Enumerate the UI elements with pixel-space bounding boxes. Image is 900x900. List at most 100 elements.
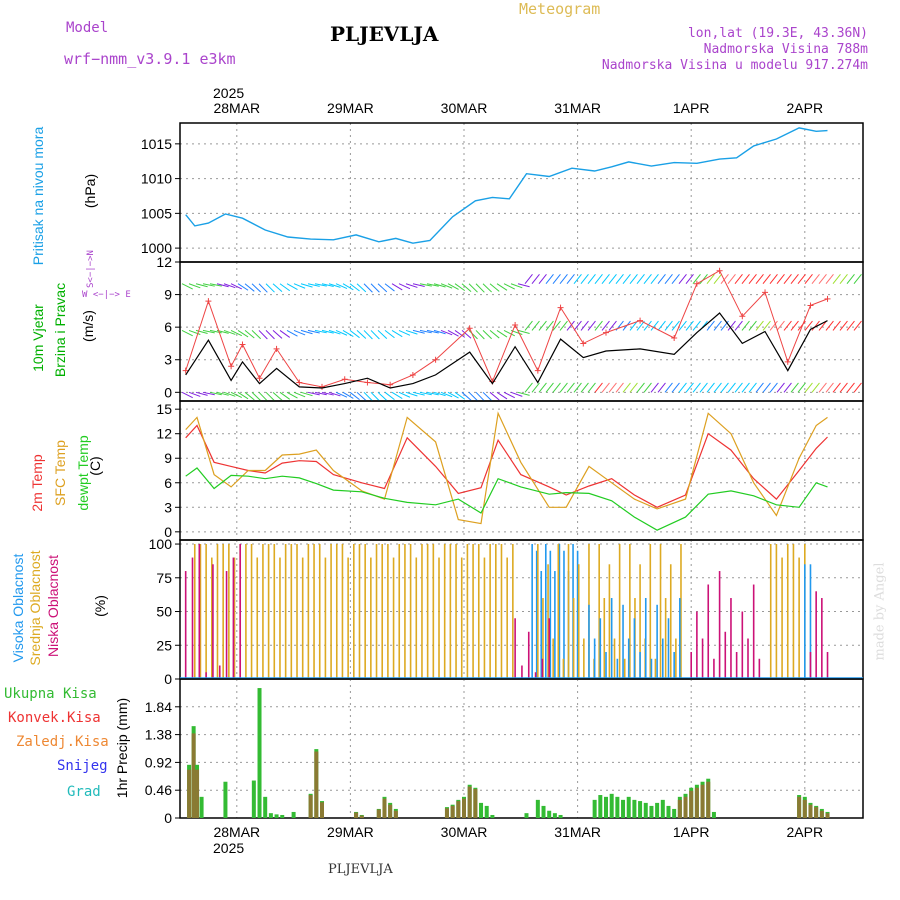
wind-vector [769, 382, 778, 393]
wind-vector [489, 283, 500, 292]
precip-conv-bar [187, 769, 192, 818]
wind-vector [489, 330, 500, 339]
wind-vector [678, 274, 687, 285]
wind-vector [734, 320, 743, 331]
wind-vector [363, 391, 373, 402]
station-title: PLJEVLJA [330, 22, 439, 46]
wind-vector [545, 274, 554, 285]
wind-vector [706, 320, 715, 331]
wind-vector [748, 382, 757, 393]
wind-vector [398, 391, 411, 398]
wind-vector [517, 283, 530, 288]
wind-vector [482, 391, 492, 402]
precip-total-bar [223, 781, 228, 818]
wind-vector [580, 320, 589, 331]
date-label-top: 31MAR [554, 100, 601, 116]
wind-vector [342, 329, 354, 337]
wind-vector [531, 274, 540, 285]
date-label-top: 1APR [672, 100, 710, 116]
precip-legend-snow: Snijeg [57, 758, 108, 774]
station-altitude: Nadmorska Visina 788m [703, 42, 868, 57]
wind-vector [615, 382, 624, 393]
wind-vector [412, 391, 425, 396]
wind-vector [692, 382, 701, 393]
wind-vector [370, 391, 380, 402]
wind-vector [510, 391, 523, 397]
wind-vector [419, 329, 432, 334]
wind-vector [839, 382, 848, 393]
wind-vector [475, 391, 485, 402]
wind-vector [594, 320, 603, 331]
wind-vector [741, 274, 750, 285]
wind-vector [636, 274, 645, 285]
wind-vector [531, 382, 540, 393]
wind-vector [629, 274, 638, 285]
wind-vector [237, 391, 249, 400]
wind-vector [559, 382, 568, 393]
wind-vector [622, 382, 631, 393]
precip-conv-bar [376, 809, 381, 818]
wind-vector [489, 391, 500, 401]
wind-vector [181, 391, 193, 399]
wind-vector [594, 382, 603, 393]
wind-vector [461, 391, 472, 401]
wind-vector [419, 391, 432, 396]
precip-total-bar [604, 796, 608, 818]
wind-vector [454, 330, 466, 338]
precip-total-bar [655, 802, 660, 818]
wind-vector [769, 274, 778, 285]
wind-vector [804, 320, 813, 331]
wind-vector [244, 391, 255, 401]
precip-legend-hail: Grad [67, 784, 101, 800]
wind-vector [853, 274, 862, 285]
wind-vector [244, 283, 255, 292]
wind-vector [230, 391, 243, 399]
wind-vector [321, 283, 334, 287]
wind-vector [188, 329, 201, 335]
wind-vector [741, 382, 750, 393]
wind-vector [587, 320, 596, 331]
precip-total-bar [609, 793, 614, 818]
wind-vector [839, 274, 848, 285]
wind-vector [601, 382, 610, 393]
wind-gust-point [256, 375, 263, 382]
wind-vector [846, 274, 855, 285]
precip-total-bar [251, 780, 256, 818]
wind-vector [811, 320, 820, 331]
wind-vector [587, 274, 596, 285]
wind-vector [783, 274, 792, 285]
wind-vector [363, 330, 373, 340]
y-tick-label: 3 [164, 499, 172, 515]
wind-vector [349, 283, 360, 292]
wind-vector [223, 391, 236, 397]
wind-vector [440, 391, 453, 398]
wind-vector [783, 382, 792, 393]
precip-legend-frozen: Zaledj.Kisa [16, 734, 109, 750]
wind-vector [797, 274, 806, 285]
y-tick-label: 0.46 [145, 782, 172, 798]
wind-gust-point [364, 379, 371, 386]
wind-vector [188, 283, 201, 289]
date-label-top: 28MAR [213, 100, 261, 116]
wind-vector [727, 320, 736, 331]
date-label-top: 29MAR [327, 100, 374, 116]
wind-vector [356, 283, 367, 293]
wind-gust-point [205, 298, 212, 305]
wind-vector [342, 283, 354, 291]
model-label: Model [66, 20, 109, 36]
precip-conv-bar [359, 815, 364, 818]
wind-vector [265, 330, 275, 340]
panel-frame [179, 678, 864, 819]
wind-vector [461, 330, 472, 339]
precip-total-bar [257, 688, 262, 818]
wind-vector [482, 283, 492, 293]
y-tick-label: 0 [164, 384, 172, 400]
wind-vector [825, 382, 834, 393]
wind-vector [706, 382, 715, 393]
wind-vector [629, 382, 638, 393]
wind-vector [776, 274, 785, 285]
precip-total-bar [643, 802, 648, 818]
wind-vector [608, 382, 617, 393]
wind-vector [783, 320, 792, 331]
